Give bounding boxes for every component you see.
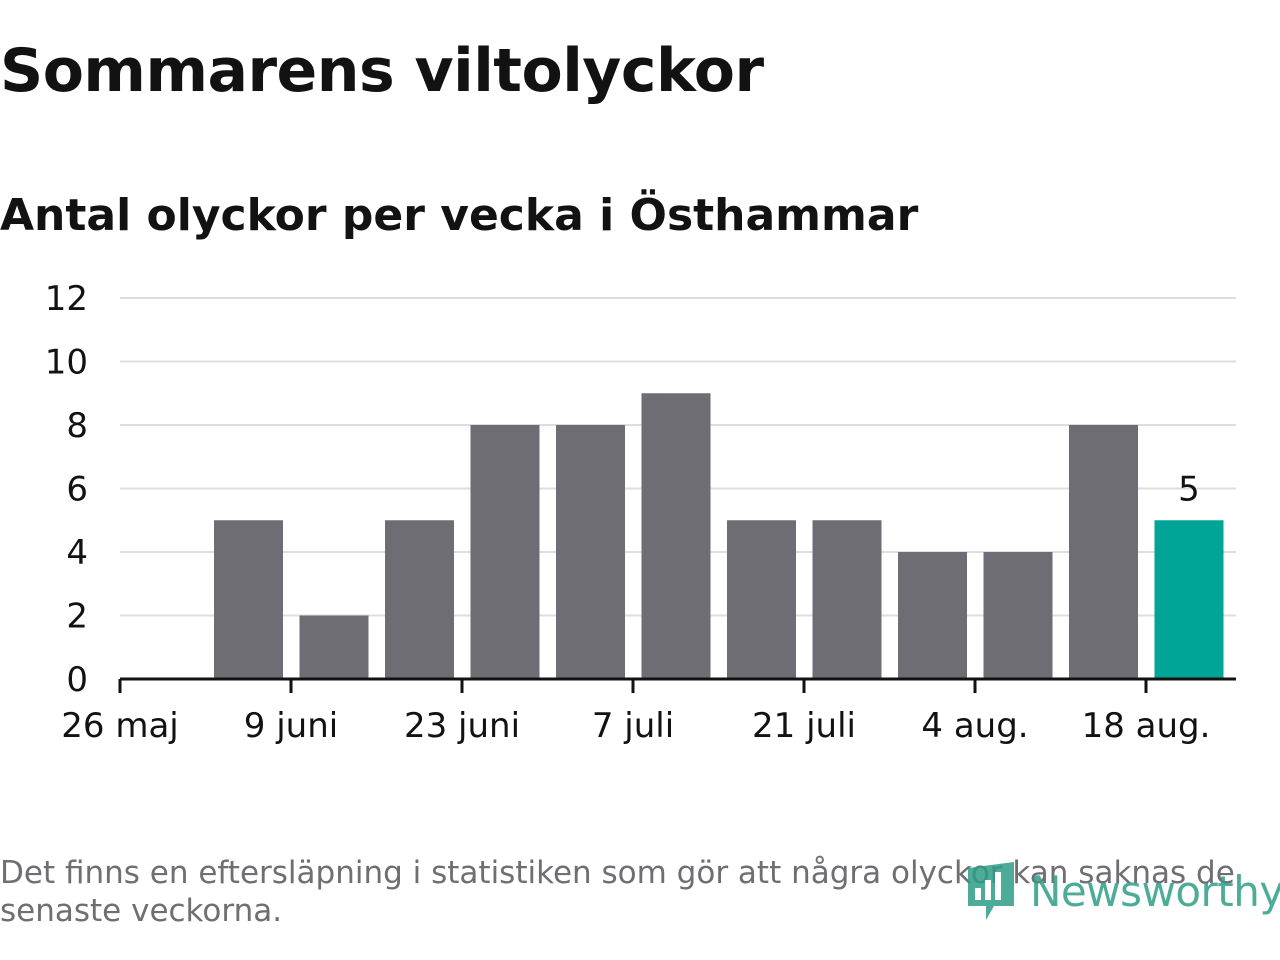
- x-tick-label: 9 juni: [244, 706, 338, 746]
- x-tick-label: 21 juli: [752, 706, 856, 746]
- y-tick-label: 2: [66, 597, 88, 637]
- bar: [983, 552, 1053, 679]
- bar: [470, 425, 540, 679]
- brand-name: Newsworthy: [1030, 866, 1280, 916]
- bar: [1154, 520, 1224, 679]
- bar: [812, 520, 882, 679]
- bar: [641, 393, 711, 679]
- bar: [385, 520, 454, 679]
- chart-subtitle: Antal olyckor per vecka i Östhammar: [0, 190, 919, 241]
- y-tick-label: 12: [45, 279, 88, 319]
- y-tick-label: 8: [66, 406, 88, 446]
- newsworthy-logo[interactable]: Newsworthy: [964, 858, 1280, 924]
- x-tick-label: 18 aug.: [1082, 706, 1211, 746]
- x-tick-label: 26 maj: [61, 706, 178, 746]
- x-tick-label: 7 juli: [592, 706, 674, 746]
- bar: [556, 425, 625, 679]
- bar: [1069, 425, 1138, 679]
- bar: [727, 520, 796, 679]
- y-tick-label: 0: [66, 660, 88, 700]
- x-tick-label: 4 aug.: [921, 706, 1028, 746]
- y-tick-label: 10: [45, 343, 88, 383]
- data-label: 5: [1178, 469, 1200, 509]
- chart-title: Sommarens viltolyckor: [0, 36, 764, 106]
- y-tick-label: 4: [66, 533, 88, 573]
- bar: [214, 520, 283, 679]
- y-tick-label: 6: [66, 470, 88, 510]
- bar: [299, 615, 369, 679]
- newsworthy-logo-icon: [968, 862, 1014, 920]
- bar: [898, 552, 967, 679]
- bar-chart: 0 2 4 6 8 10 12 5 26 maj 9 juni 23 juni 7 juli 21 ju…: [45, 279, 1236, 746]
- footnote: Det finns en eftersläpning i statistiken…: [0, 855, 1235, 929]
- x-tick-label: 23 juni: [404, 706, 520, 746]
